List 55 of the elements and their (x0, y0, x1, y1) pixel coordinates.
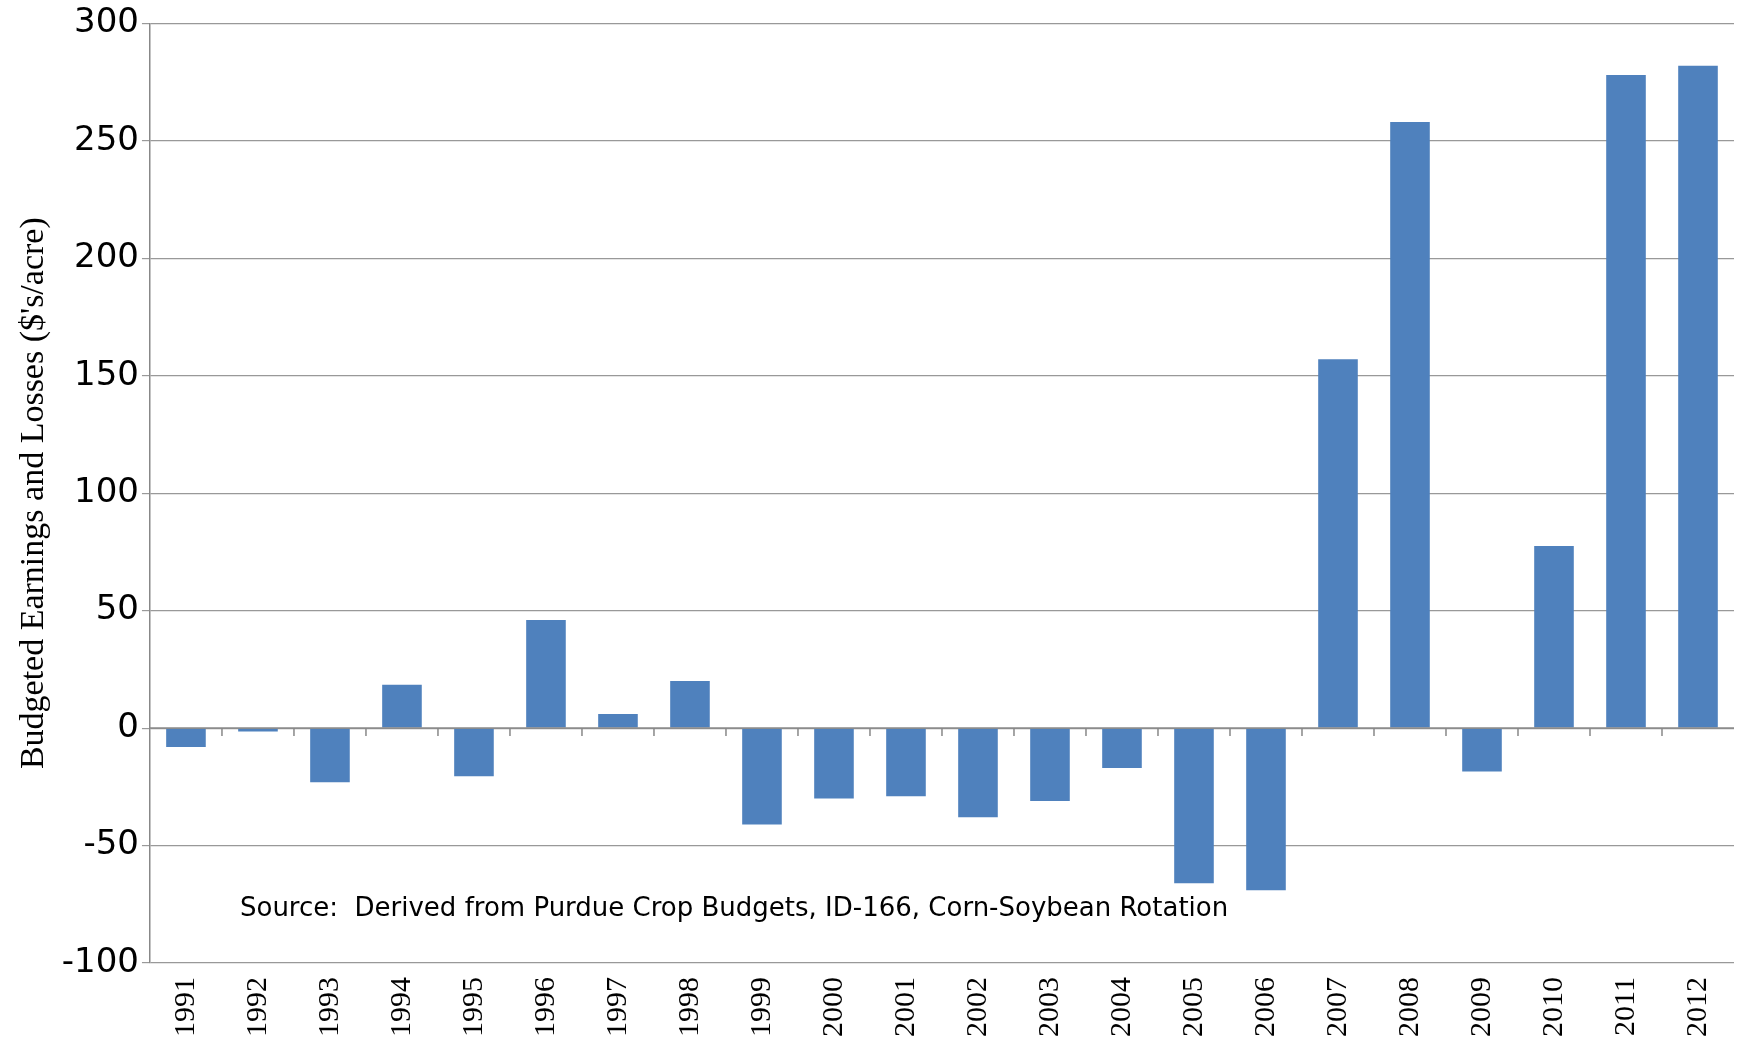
x-tick-label: 2007 (1318, 977, 1352, 1037)
y-tick-label: 250 (74, 117, 139, 158)
x-tick-label: 2011 (1606, 977, 1640, 1036)
x-tick-label: 2000 (814, 977, 848, 1037)
bar (958, 728, 998, 818)
bar (454, 728, 494, 777)
x-tick-label: 2004 (1102, 977, 1136, 1037)
bar (1102, 728, 1142, 769)
y-tick-label: 200 (74, 235, 139, 276)
x-tick-label: 1992 (238, 977, 272, 1037)
bar (814, 728, 854, 799)
x-tick-label: 2010 (1534, 977, 1568, 1037)
x-tick-label: 2012 (1678, 977, 1712, 1037)
bar (886, 728, 926, 797)
bar (310, 728, 350, 783)
bar (1246, 728, 1286, 891)
bar (1534, 546, 1574, 728)
y-tick-label: -100 (61, 939, 139, 980)
x-tick-label: 2008 (1390, 977, 1424, 1037)
x-tick-label: 1997 (598, 977, 632, 1037)
bar (1606, 75, 1646, 728)
x-tick-label: 1996 (526, 977, 560, 1037)
bar (1678, 65, 1718, 728)
bar (1318, 359, 1358, 728)
x-tick-label: 1993 (310, 977, 344, 1037)
x-tick-label: 1999 (742, 977, 776, 1037)
bar (382, 684, 422, 728)
x-tick-label: 2002 (958, 977, 992, 1037)
bar (526, 620, 566, 728)
x-tick-label: 2001 (886, 977, 920, 1037)
x-tick-label: 2006 (1246, 977, 1280, 1037)
annotation: Source: Derived from Purdue Crop Budgets, ID-166, Corn-Soybean Rotation (239, 891, 1229, 922)
x-tick-label: 1991 (166, 977, 200, 1037)
x-tick-label: 1994 (382, 977, 416, 1037)
y-axis-title: Budgeted Earnings and Losses ($'s/acre) (13, 217, 52, 770)
bar (238, 728, 278, 732)
bar (1462, 728, 1502, 772)
y-tick-label: 50 (95, 587, 139, 628)
bar (598, 714, 638, 728)
bar (742, 728, 782, 825)
x-tick-label: 2003 (1030, 977, 1064, 1037)
y-tick-label: 150 (74, 352, 139, 393)
x-tick-label: 2005 (1174, 977, 1208, 1037)
y-tick-label: -50 (83, 822, 139, 863)
x-tick-label: 1995 (454, 977, 488, 1037)
bar (166, 728, 206, 747)
y-tick-label: 300 (74, 0, 139, 41)
bar (1390, 122, 1430, 728)
bar (1174, 728, 1214, 884)
y-tick-label: 0 (117, 704, 139, 745)
bar (1030, 728, 1070, 801)
bar (670, 681, 710, 728)
x-tick-label: 2009 (1462, 977, 1496, 1037)
y-tick-label: 100 (74, 470, 139, 511)
x-tick-label: 1998 (670, 977, 704, 1037)
